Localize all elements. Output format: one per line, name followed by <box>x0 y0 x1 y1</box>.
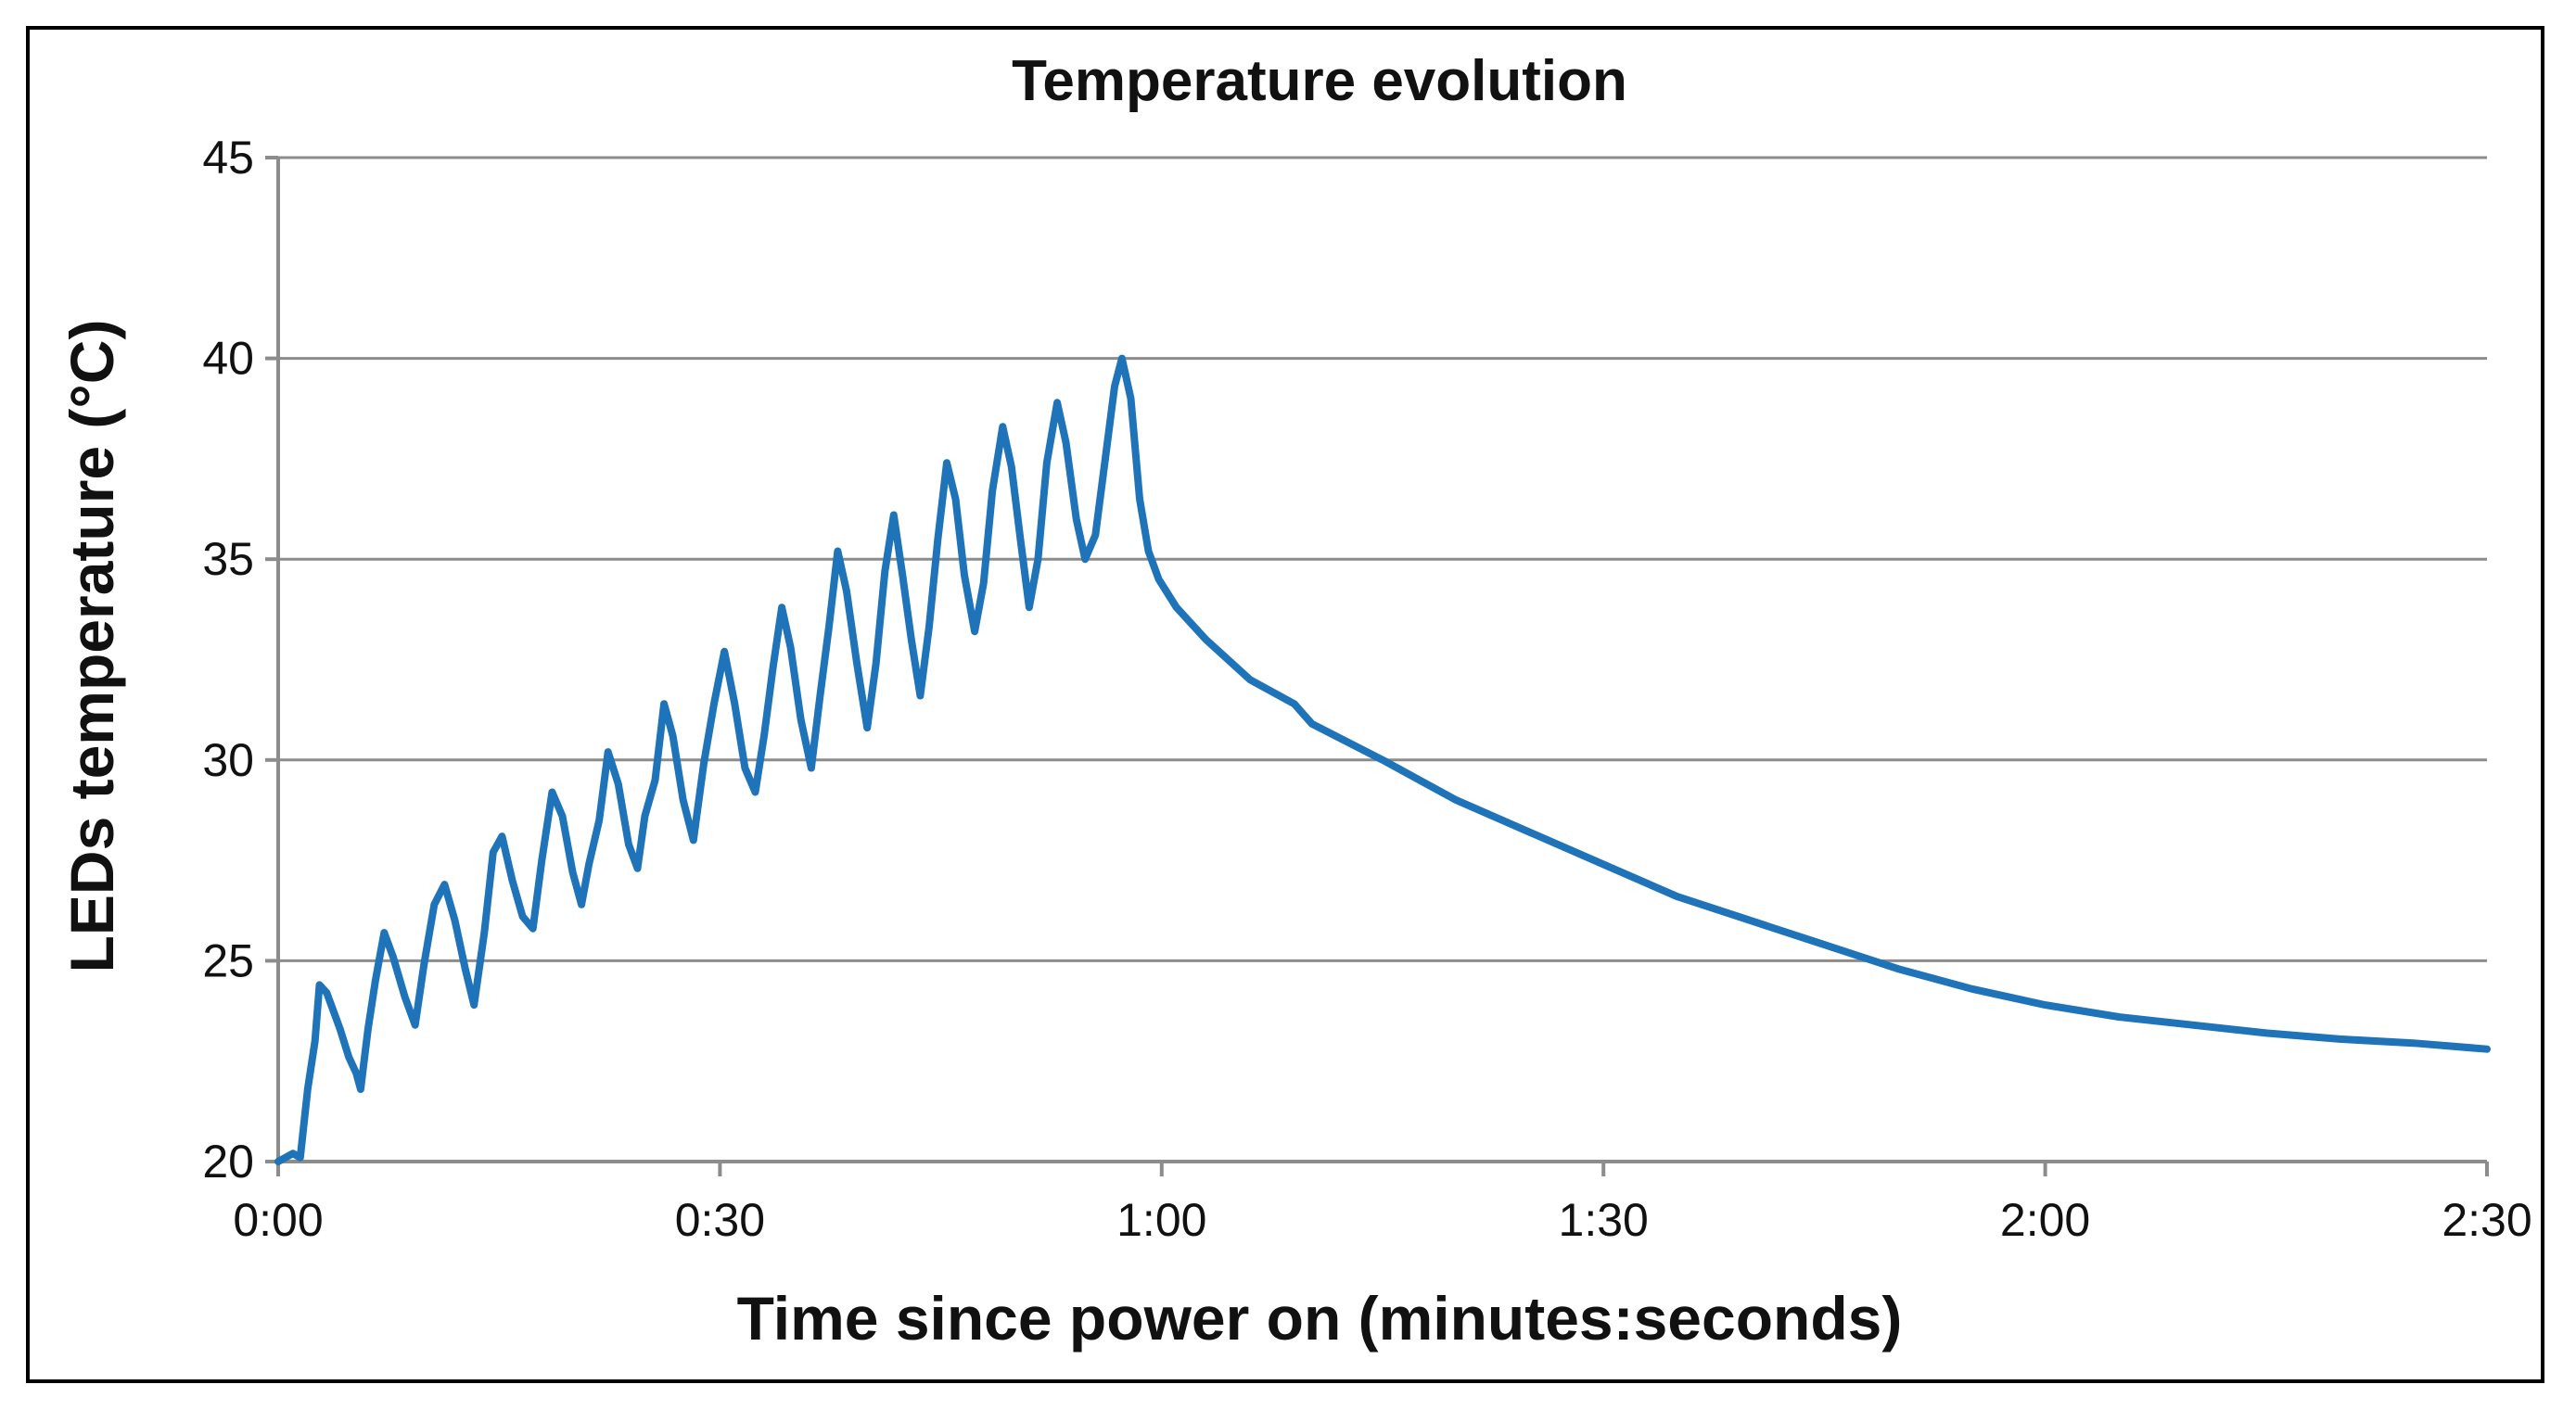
x-tick-label: 1:30 <box>1559 1194 1649 1246</box>
y-tick-label: 30 <box>202 734 254 786</box>
y-axis-label: LEDs temperature (°C) <box>57 320 126 973</box>
x-tick-label: 2:30 <box>2442 1194 2531 1246</box>
x-tick-label: 0:30 <box>675 1194 765 1246</box>
grid-layer <box>278 156 2487 962</box>
line-chart: Temperature evolution 20 25 30 35 40 45 0:00 0:… <box>57 49 2532 1353</box>
chart-frame: Temperature evolution 20 25 30 35 40 45 0:00 0:… <box>26 26 2544 1383</box>
y-tick-label: 40 <box>202 333 254 385</box>
y-tick-label: 25 <box>202 934 254 986</box>
series-layer <box>274 354 2491 1165</box>
y-tick-label: 45 <box>202 132 254 184</box>
x-tick-label: 2:00 <box>2000 1194 2090 1246</box>
x-tick-label: 1:00 <box>1116 1194 1206 1246</box>
x-tick-label: 0:00 <box>233 1194 323 1246</box>
tick-layer: 20 25 30 35 40 45 0:00 0:30 1:00 1:30 2:00 2:30 <box>202 132 2531 1246</box>
y-tick-label: 35 <box>202 533 254 585</box>
series-line-leds-temperature <box>274 354 2491 1165</box>
y-tick-label: 20 <box>202 1136 254 1188</box>
chart-title: Temperature evolution <box>1012 49 1627 113</box>
axis-layer <box>265 156 2489 1176</box>
x-axis-label: Time since power on (minutes:seconds) <box>737 1284 1903 1353</box>
